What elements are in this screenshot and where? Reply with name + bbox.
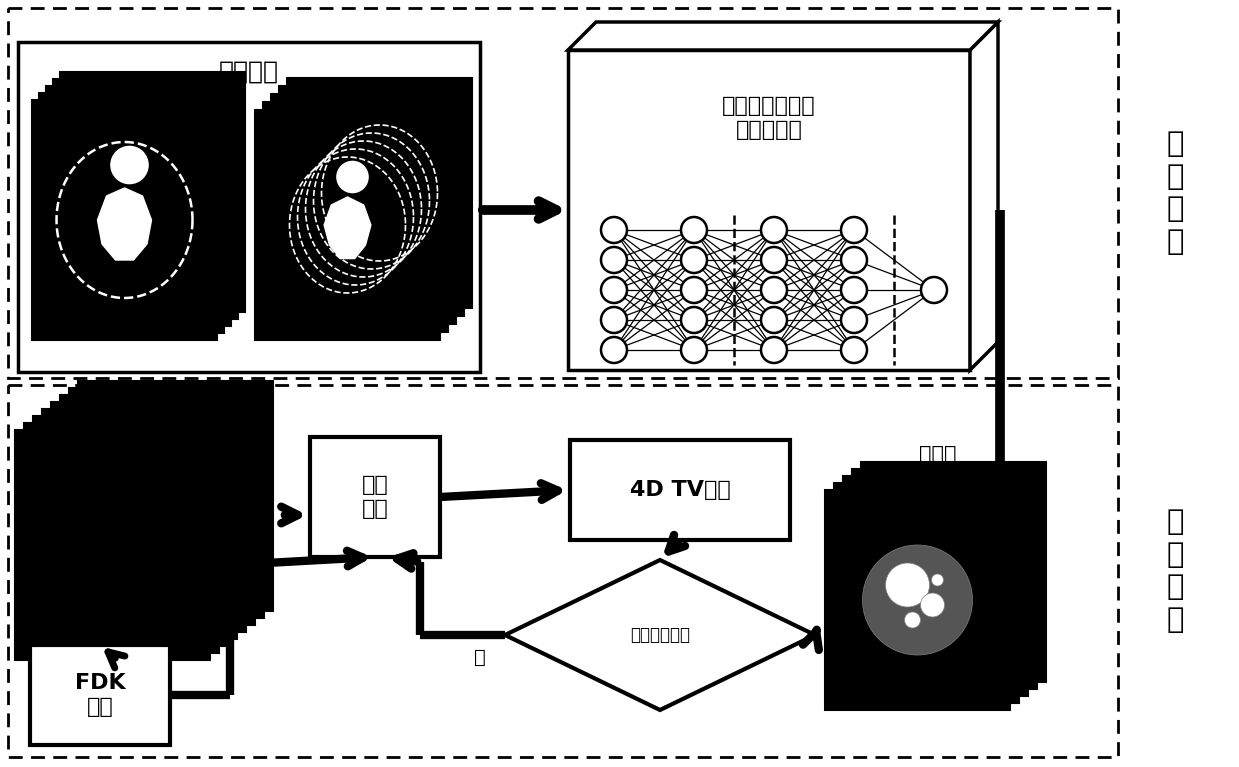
Circle shape [841, 217, 867, 243]
Bar [32, 100, 217, 340]
Bar [852, 469, 1037, 689]
Bar [263, 102, 449, 332]
Bar [279, 86, 463, 316]
Circle shape [601, 307, 627, 333]
Circle shape [841, 247, 867, 273]
Bar [51, 402, 247, 632]
Bar [59, 395, 255, 625]
Bar [287, 78, 472, 308]
Bar [7, 8, 1118, 378]
Bar [53, 79, 238, 319]
Circle shape [921, 277, 947, 303]
Bar [24, 423, 219, 653]
Circle shape [601, 217, 627, 243]
Circle shape [841, 277, 867, 303]
Circle shape [761, 247, 787, 273]
Text: FDK
重建: FDK 重建 [74, 673, 125, 716]
Polygon shape [506, 560, 815, 710]
Text: 4D TV约束: 4D TV约束 [629, 480, 730, 500]
Polygon shape [567, 22, 997, 50]
Circle shape [681, 307, 707, 333]
Bar [271, 94, 456, 324]
Text: 是: 是 [838, 647, 849, 667]
Circle shape [681, 247, 707, 273]
Polygon shape [98, 188, 151, 260]
Bar [861, 462, 1046, 682]
Bar [843, 476, 1028, 696]
Bar [46, 86, 230, 326]
Text: 训练数据: 训练数据 [219, 60, 279, 84]
Circle shape [761, 337, 787, 363]
Circle shape [601, 277, 627, 303]
Text: 最大迭代次数: 最大迭代次数 [629, 626, 690, 644]
Circle shape [761, 307, 787, 333]
Polygon shape [325, 197, 370, 258]
Circle shape [841, 307, 867, 333]
Bar [33, 416, 228, 646]
Circle shape [921, 593, 944, 617]
Text: 重建图: 重建图 [919, 445, 957, 465]
Bar [19, 42, 479, 372]
Text: 投影数据: 投影数据 [115, 408, 171, 432]
Polygon shape [970, 22, 997, 370]
Circle shape [119, 235, 130, 245]
Circle shape [841, 337, 867, 363]
Text: 训
练
过
程: 训 练 过 程 [1166, 130, 1183, 255]
Circle shape [904, 612, 921, 628]
Bar [834, 483, 1018, 703]
Bar [42, 409, 237, 639]
Text: 否: 否 [475, 647, 486, 667]
Circle shape [862, 545, 973, 655]
Text: 运动补偿卷积神
经网络学习: 运动补偿卷积神 经网络学习 [722, 97, 815, 140]
Circle shape [761, 277, 787, 303]
Bar [255, 110, 440, 340]
Bar [78, 381, 273, 611]
Text: 重
建
过
程: 重 建 过 程 [1166, 509, 1183, 634]
Bar [30, 645, 170, 745]
Circle shape [601, 337, 627, 363]
Circle shape [601, 247, 627, 273]
Circle shape [681, 337, 707, 363]
Circle shape [681, 277, 707, 303]
Circle shape [336, 160, 369, 194]
Circle shape [932, 574, 944, 586]
Bar [7, 385, 1118, 757]
Bar [825, 490, 1010, 710]
Bar [15, 430, 209, 660]
Bar [59, 72, 245, 312]
Circle shape [109, 145, 150, 185]
Bar [69, 388, 264, 618]
Circle shape [761, 217, 787, 243]
Bar [570, 440, 790, 540]
Bar [567, 50, 970, 370]
Bar [38, 93, 224, 333]
Text: 图像
更新: 图像 更新 [362, 476, 388, 518]
Bar [310, 437, 440, 557]
Circle shape [681, 217, 707, 243]
Circle shape [886, 563, 929, 607]
